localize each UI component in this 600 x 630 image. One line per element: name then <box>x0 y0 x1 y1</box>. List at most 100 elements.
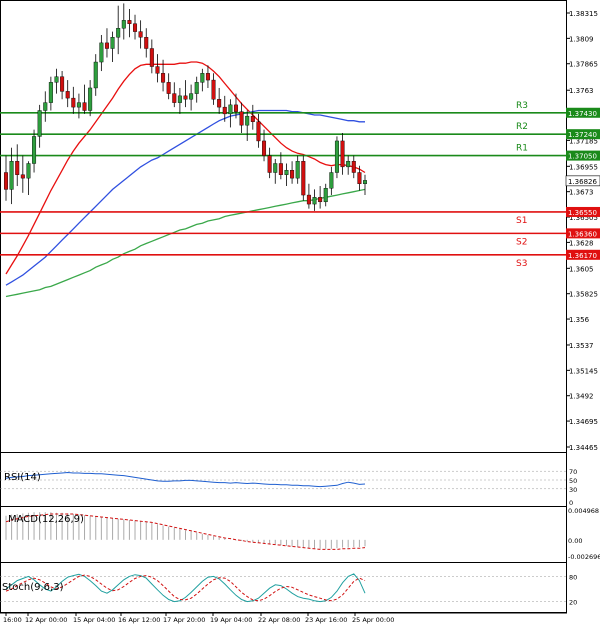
candle-body <box>3 172 8 190</box>
level-price-label-s2: 1.36360 <box>568 230 597 238</box>
macd-panel-frame <box>0 506 567 563</box>
level-price-tag-r1 <box>566 150 600 161</box>
candle-body <box>60 76 65 92</box>
candle-body <box>312 197 317 205</box>
level-name-r2: R2 <box>516 122 528 132</box>
level-name-r3: R3 <box>516 101 528 111</box>
main-panel-frame <box>0 0 567 453</box>
candle-body <box>20 174 25 179</box>
candle-body <box>301 161 306 196</box>
candle-body <box>340 140 345 168</box>
candle-body <box>290 170 295 179</box>
y-tick-label: 1.36955 <box>569 163 598 171</box>
candle-body <box>278 163 283 175</box>
candle-body <box>104 42 109 49</box>
current-price-tag <box>565 175 600 187</box>
candle-body <box>177 95 182 103</box>
y-tick-label: 1.34465 <box>569 444 598 452</box>
x-tick-label: 15 Apr 04:00 <box>73 616 115 624</box>
candle-body <box>172 93 177 103</box>
candle-body <box>222 106 227 115</box>
macd-signal-line <box>5 513 366 550</box>
candle-body <box>116 28 121 38</box>
candle-body <box>71 97 76 108</box>
level-name-s3: S3 <box>516 259 527 269</box>
level-name-s2: S2 <box>516 237 527 247</box>
candle-body <box>189 93 194 100</box>
y-tick-label: 1.35145 <box>569 367 598 375</box>
candle-body <box>329 172 334 189</box>
level-price-label-s3: 1.36170 <box>568 252 597 260</box>
rsi-tick-label: 0 <box>569 499 573 507</box>
candle-body <box>32 136 37 164</box>
level-price-tag-r3 <box>566 107 600 118</box>
candle-body <box>351 161 356 173</box>
candle-body <box>295 161 300 179</box>
y-tick-label: 1.3628 <box>569 239 594 247</box>
macd-tick-label: 0.004968 <box>568 507 599 515</box>
candle-body <box>149 48 154 67</box>
x-tick-label: 22 Apr 08:00 <box>258 616 300 624</box>
level-price-label-s1: 1.36550 <box>568 209 597 217</box>
moving-average-line-3 <box>5 188 366 298</box>
candle-body <box>217 99 222 108</box>
level-name-s1: S1 <box>516 216 527 226</box>
candle-body <box>76 102 81 108</box>
candle-body <box>318 197 323 203</box>
candle-body <box>155 66 160 74</box>
y-tick-label: 1.37185 <box>569 137 598 145</box>
candle-body <box>127 20 132 24</box>
candle-body <box>273 163 278 173</box>
candle-body <box>161 73 166 83</box>
x-tick-label: 25 Apr 00:00 <box>352 616 394 624</box>
x-tick-label: 16:00 <box>3 616 22 624</box>
y-tick-label: 1.3605 <box>569 265 594 273</box>
level-price-label-r3: 1.37430 <box>568 110 597 118</box>
candle-body <box>138 31 143 38</box>
y-tick-label: 1.3809 <box>569 35 594 43</box>
candle-body <box>228 104 233 115</box>
candle-body <box>9 161 14 190</box>
stoch-tick-label: 20 <box>569 599 577 607</box>
rsi-panel-frame <box>0 452 567 507</box>
candle-body <box>239 111 244 126</box>
candle-body <box>110 37 115 49</box>
y-tick-label: 1.356 <box>569 316 590 324</box>
rsi-tick-label: 30 <box>569 486 577 494</box>
stoch-label: Stoch(9,6,3) <box>2 582 64 593</box>
candle-body <box>245 115 250 126</box>
candle-body <box>144 37 149 49</box>
candle-body <box>37 110 42 137</box>
candle-body <box>323 188 328 203</box>
x-tick-label: 19 Apr 04:00 <box>210 616 252 624</box>
x-tick-label: 17 Apr 20:00 <box>163 616 205 624</box>
rsi-tick-label: 70 <box>569 468 577 476</box>
candle-body <box>306 194 311 205</box>
macd-tick-label: -0.002696 <box>568 553 600 561</box>
candle-body <box>183 95 188 100</box>
x-tick-label: 16 Apr 12:00 <box>118 616 160 624</box>
candle-body <box>346 161 351 168</box>
candle-body <box>284 170 289 175</box>
y-tick-label: 1.3492 <box>569 393 594 401</box>
candle-body <box>363 180 368 184</box>
level-name-r1: R1 <box>516 144 528 154</box>
candle-body <box>233 104 238 112</box>
candle-body <box>211 79 216 100</box>
x-tick-label: 12 Apr 00:00 <box>25 616 67 624</box>
candle-body <box>93 61 98 89</box>
y-tick-label: 1.37865 <box>569 61 598 69</box>
candle-body <box>256 121 261 142</box>
candle-body <box>15 161 20 175</box>
y-tick-label: 1.3763 <box>569 87 594 95</box>
level-price-tag-s3 <box>566 249 600 260</box>
x-axis-strip <box>0 612 567 626</box>
candle-body <box>133 23 138 32</box>
macd-label: MACD(12,26,9) <box>8 514 84 525</box>
current-price-label: 1.36826 <box>568 178 597 186</box>
candle-body <box>82 102 87 111</box>
y-tick-label: 1.3673 <box>569 189 594 197</box>
candle-body <box>43 102 48 111</box>
